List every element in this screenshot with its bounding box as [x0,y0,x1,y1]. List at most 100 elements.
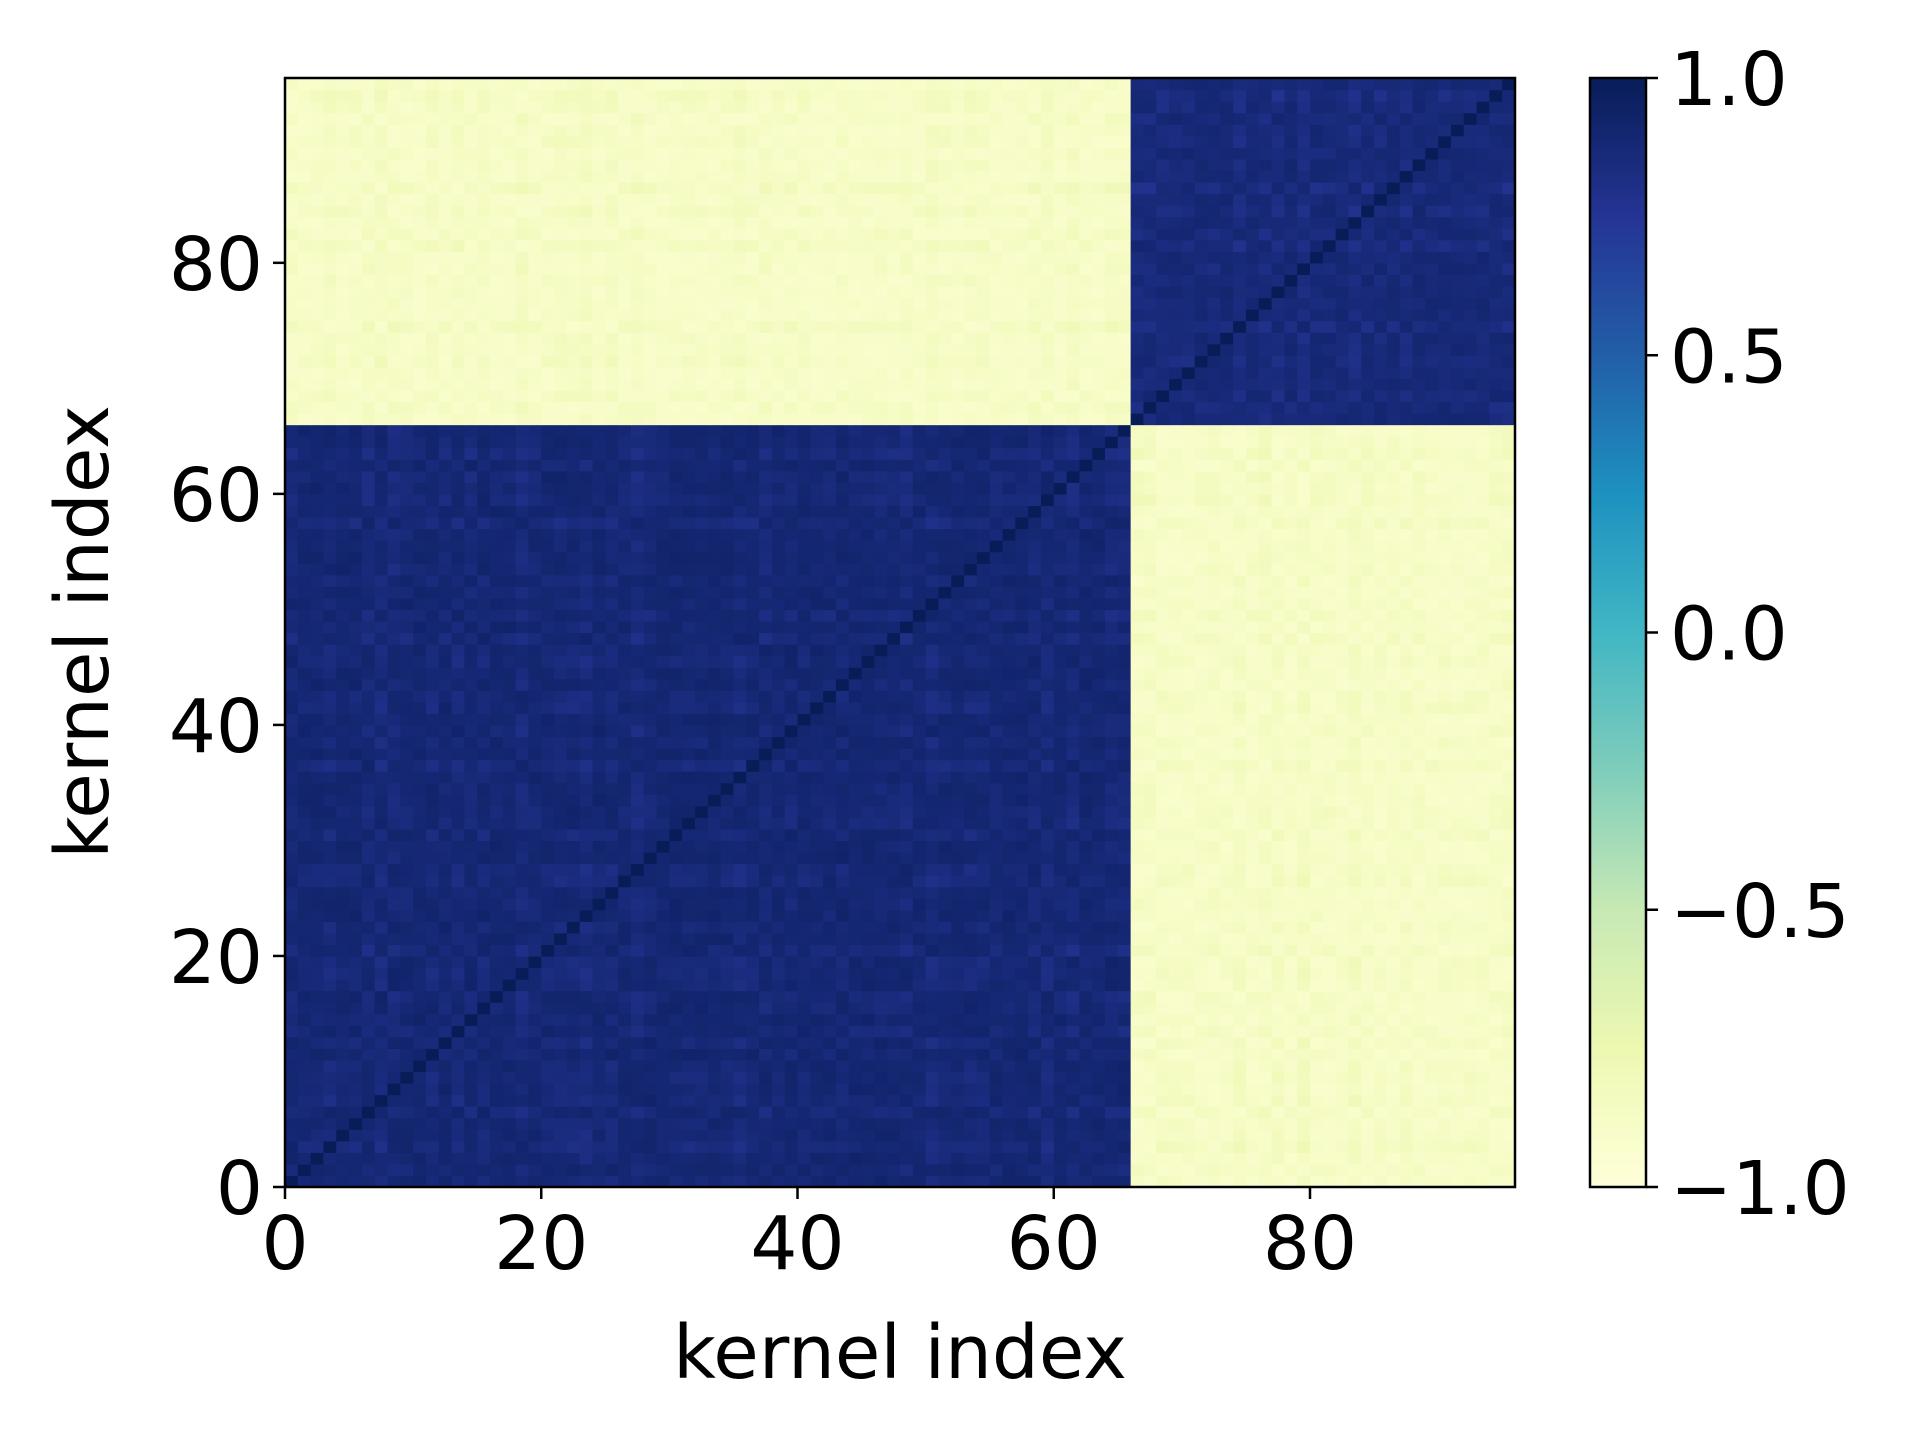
heatmap-cell [387,667,401,680]
heatmap-cell [297,644,312,657]
heatmap-cell [1450,909,1465,922]
heatmap-cell [1502,690,1516,703]
heatmap-cell [1181,644,1196,657]
heatmap-cell [451,644,465,657]
heatmap-cell [515,1025,530,1038]
heatmap-cell [541,898,555,911]
heatmap-cell [938,840,952,853]
heatmap-cell [1438,875,1452,888]
heatmap-cell [1284,1071,1298,1084]
heatmap-cell [438,1175,453,1188]
heatmap-cell [438,921,453,934]
heatmap-cell [976,979,991,992]
heatmap-cell [554,620,568,634]
heatmap-cell [1002,1083,1016,1096]
heatmap-cell [1438,840,1452,853]
heatmap-cell [823,620,837,634]
heatmap-cell [310,840,325,853]
heatmap-cell [1399,1129,1414,1142]
heatmap-cell [938,736,952,749]
heatmap-cell [669,1025,683,1038]
heatmap-cell [1284,1083,1298,1096]
heatmap-cell [554,1048,568,1061]
heatmap-cell [1040,1163,1055,1177]
heatmap-cell [1450,748,1465,761]
heatmap-cell [1322,1036,1337,1049]
heatmap-cell [592,840,606,853]
heatmap-cell [1310,1036,1324,1049]
heatmap-cell [720,851,735,865]
heatmap-cell [1335,690,1350,703]
heatmap-cell [1245,898,1260,911]
heatmap-cell [618,597,632,610]
heatmap-cell [1181,1083,1196,1096]
heatmap-cell [1066,771,1080,784]
heatmap-cell [400,851,414,865]
heatmap-cell [592,655,606,668]
heatmap-cell [848,1071,863,1084]
heatmap-cell [1335,794,1350,807]
heatmap-cell [707,967,722,980]
heatmap-cell [1322,701,1337,714]
heatmap-cell [861,851,875,865]
heatmap-cell [592,1117,606,1130]
heatmap-cell [374,1025,389,1038]
heatmap-cell [643,1036,658,1049]
heatmap-cell [1156,944,1170,957]
heatmap-cell [1156,655,1170,668]
heatmap-cell [656,1140,670,1153]
heatmap-cell [682,1048,696,1061]
heatmap-cell [848,840,863,853]
heatmap-cell [746,759,760,772]
heatmap-cell [733,1106,747,1119]
heatmap-cell [1053,632,1068,645]
heatmap-cell [874,1117,888,1130]
heatmap-cell [951,990,965,1003]
heatmap-cell [810,644,824,657]
heatmap-cell [413,724,427,738]
heatmap-cell [400,805,414,818]
heatmap-cell [1271,620,1285,634]
heatmap-cell [900,944,914,957]
heatmap-cell [1425,759,1439,772]
heatmap-cell [1335,678,1350,691]
heatmap-cell [349,875,363,888]
heatmap-cell [1105,794,1119,807]
heatmap-cell [349,794,363,807]
heatmap-cell [682,736,696,749]
heatmap-cell [464,990,478,1003]
heatmap-cell [349,713,363,726]
heatmap-cell [900,724,914,738]
heatmap-cell [1489,713,1503,726]
heatmap-cell [310,1094,325,1107]
heatmap-cell [1092,620,1106,634]
heatmap-cell [733,1013,747,1026]
heatmap-cell [630,886,645,899]
heatmap-cell [1002,759,1016,772]
heatmap-cell [695,944,709,957]
heatmap-cell [1220,678,1234,691]
heatmap-cell [1425,990,1439,1003]
heatmap-cell [1450,1071,1465,1084]
heatmap-cell [1245,701,1260,714]
heatmap-cell [1079,1094,1093,1107]
heatmap-cell [1194,1013,1209,1026]
heatmap-cell [528,701,542,714]
heatmap-cell [1476,620,1490,634]
heatmap-cell [1220,736,1234,749]
heatmap-cell [746,817,760,830]
heatmap-cell [874,1013,888,1026]
heatmap-cell [669,979,683,992]
heatmap-cell [656,817,670,830]
heatmap-cell [848,1163,863,1177]
heatmap-cell [1399,944,1414,957]
heatmap-cell [438,690,453,703]
heatmap-cell [554,990,568,1003]
heatmap-cell [643,1002,658,1015]
heatmap-cell [1181,875,1196,888]
heatmap-cell [490,644,504,657]
heatmap-cell [566,1106,581,1119]
heatmap-cell [1348,944,1362,957]
heatmap-cell [1245,1175,1260,1188]
heatmap-cell [425,724,440,738]
